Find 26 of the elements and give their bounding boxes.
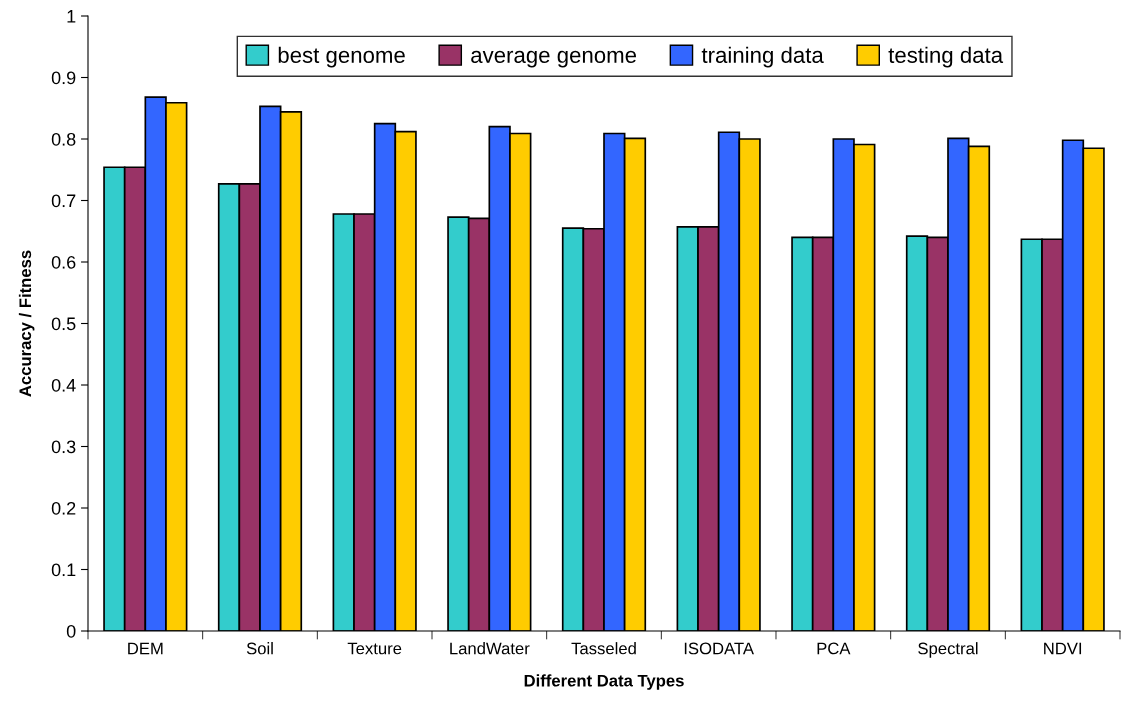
x-tick-label: NDVI [1044, 642, 1082, 655]
x-tick-label: Soil [246, 642, 273, 655]
x-tick-label: PCA [817, 642, 851, 655]
legend-label: average genome [471, 50, 637, 68]
y-tick-label: 0.6 [51, 255, 76, 269]
y-tick-label: 0.5 [51, 317, 76, 331]
y-tick-label: 0.2 [51, 501, 76, 515]
x-tick-label: ISODATA [684, 642, 754, 655]
x-tick-label: LandWater [450, 642, 530, 655]
y-tick-label: 0.4 [51, 378, 76, 392]
x-tick-label: Spectral [918, 642, 978, 658]
x-tick-label: DEM [128, 642, 163, 655]
y-axis-title: Accuracy / Fitness [18, 250, 35, 397]
y-tick-label: 0.8 [51, 132, 76, 146]
legend-label: training data [701, 46, 824, 68]
x-axis-title: Different Data Types [524, 674, 684, 690]
y-tick-label: 1 [67, 10, 76, 23]
x-tick-label: Texture [347, 642, 402, 655]
y-tick-label: 0.1 [51, 563, 76, 577]
y-tick-label: 0.9 [51, 71, 76, 85]
x-tick-label: Tasseled [571, 642, 636, 655]
y-tick-label: 0 [66, 624, 76, 638]
y-tick-label: 0.3 [51, 440, 76, 454]
legend-label: testing data [888, 46, 1004, 68]
legend-label: best genome [278, 46, 405, 68]
y-tick-label: 0.7 [51, 194, 76, 208]
